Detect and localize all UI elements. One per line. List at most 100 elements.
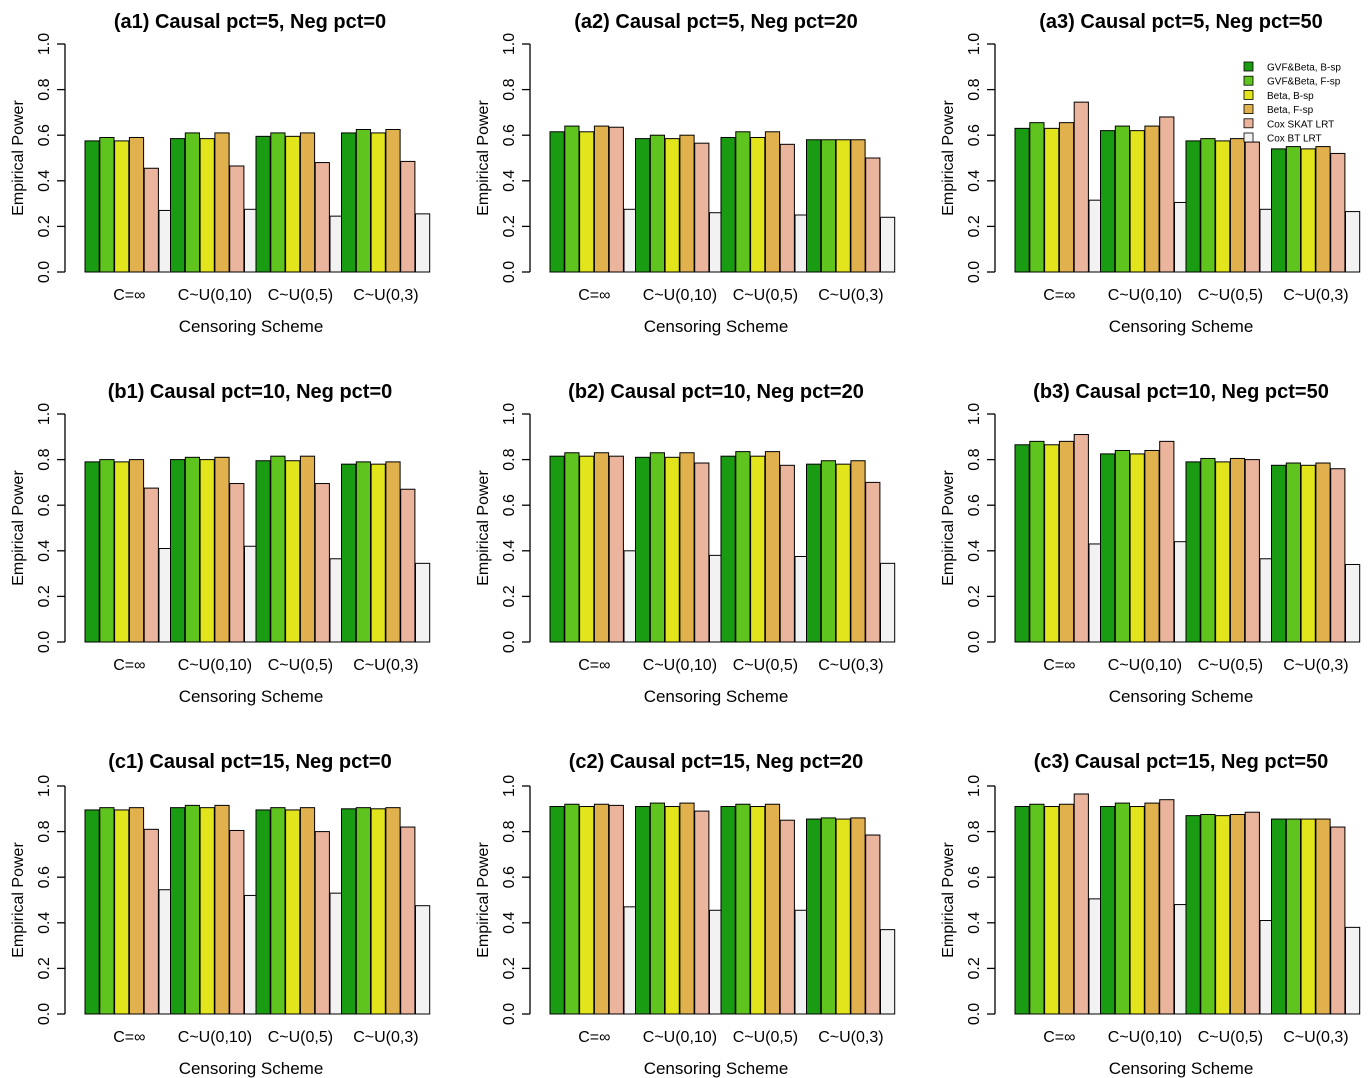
bar: [385, 807, 401, 1015]
bar: [679, 802, 695, 1015]
bar: [1285, 462, 1302, 643]
bar: [720, 806, 736, 1015]
bar: [270, 455, 286, 643]
x-tick-label: C~U(0,10): [643, 287, 717, 304]
y-tick-label: 0.2: [966, 215, 983, 237]
y-axis-label: Empirical Power: [475, 470, 492, 586]
x-tick-label: C~U(0,5): [1198, 1029, 1263, 1046]
bar: [341, 132, 357, 273]
bar: [635, 456, 651, 643]
bar: [764, 451, 781, 643]
panel-3: (b1) Causal pct=10, Neg pct=0 0.0 0.2 0.4 0.…: [10, 381, 431, 706]
legend-swatch: [1243, 132, 1254, 143]
bar: [1144, 802, 1160, 1015]
legend-swatch: [1243, 75, 1254, 86]
y-tick-label: 0.4: [966, 912, 983, 934]
x-tick-label: C~U(0,3): [353, 287, 418, 304]
y-tick-label: 0.2: [36, 215, 53, 237]
bar: [865, 481, 881, 643]
bar: [114, 461, 130, 643]
bar: [170, 459, 186, 643]
bar: [355, 461, 371, 643]
x-tick-label: C=∞: [578, 1029, 610, 1046]
bar: [1215, 461, 1231, 643]
bar: [170, 138, 186, 273]
bar: [1044, 806, 1060, 1015]
bar: [1014, 444, 1030, 643]
bar: [299, 807, 316, 1015]
x-axis-label: Censoring Scheme: [644, 1059, 789, 1078]
y-axis-label: Empirical Power: [940, 470, 957, 586]
y-tick-label: 0.0: [501, 631, 518, 653]
y-tick-label: 0.4: [501, 912, 518, 934]
bar: [355, 807, 371, 1015]
bar: [1159, 799, 1175, 1015]
y-tick-label: 0.6: [501, 866, 518, 888]
bar: [1029, 122, 1045, 273]
y-axis-label: Empirical Power: [475, 842, 492, 958]
y-tick-label: 0.2: [966, 957, 983, 979]
panel-title: (a3) Causal pct=5, Neg pct=50: [1039, 11, 1322, 33]
y-tick-label: 0.8: [501, 78, 518, 100]
bar: [270, 132, 286, 273]
y-tick-label: 0.4: [501, 540, 518, 562]
bar: [835, 463, 851, 643]
panel-title: (b2) Causal pct=10, Neg pct=20: [568, 381, 864, 403]
bar: [1200, 457, 1216, 643]
bar: [415, 213, 431, 273]
bar: [593, 803, 610, 1015]
bar: [664, 456, 680, 643]
x-tick-label: C~U(0,10): [1108, 1029, 1182, 1046]
y-tick-label: 0.6: [36, 866, 53, 888]
panel-7: (c2) Causal pct=15, Neg pct=20 0.0 0.2 0.4 0…: [475, 751, 896, 1078]
bar: [1058, 122, 1075, 273]
panel-2: (a3) Causal pct=5, Neg pct=50 0.0 0.2 0.4 0.…: [940, 11, 1361, 336]
x-tick-label: C~U(0,10): [1108, 657, 1182, 674]
y-tick-label: 1.0: [966, 403, 983, 425]
bar: [370, 132, 386, 273]
bar: [1215, 815, 1231, 1015]
x-tick-label: C~U(0,3): [818, 287, 883, 304]
bar: [1014, 127, 1030, 273]
bar: [635, 806, 651, 1015]
panel-6: (c1) Causal pct=15, Neg pct=0 0.0 0.2 0.4 0.…: [10, 751, 431, 1078]
bar: [1073, 101, 1089, 273]
bar: [1144, 449, 1160, 643]
panel-title: (c2) Causal pct=15, Neg pct=20: [569, 751, 864, 773]
bar: [649, 452, 665, 643]
bar: [1315, 146, 1331, 273]
bar: [214, 456, 230, 643]
bar: [1144, 125, 1160, 273]
panel-title: (a1) Causal pct=5, Neg pct=0: [114, 11, 386, 33]
y-tick-label: 0.4: [966, 170, 983, 192]
bar: [593, 452, 610, 643]
x-tick-label: C=∞: [1043, 1029, 1075, 1046]
bar: [735, 131, 751, 273]
x-tick-label: C=∞: [578, 287, 610, 304]
bar: [579, 131, 595, 273]
bar: [564, 803, 580, 1015]
bar: [865, 157, 881, 273]
bar: [850, 460, 866, 643]
bar: [850, 817, 866, 1015]
bar: [299, 132, 316, 273]
x-tick-label: C~U(0,5): [733, 657, 798, 674]
bar: [1129, 130, 1145, 273]
bar: [214, 132, 230, 273]
bar: [1044, 127, 1060, 273]
bar: [199, 459, 215, 643]
legend-entry: Beta, F-sp: [1267, 105, 1314, 116]
bar: [1244, 459, 1260, 643]
y-tick-label: 0.6: [966, 494, 983, 516]
y-tick-label: 0.2: [36, 957, 53, 979]
bar: [400, 826, 416, 1015]
bar: [880, 929, 896, 1015]
y-tick-label: 1.0: [36, 775, 53, 797]
x-tick-label: C~U(0,5): [733, 287, 798, 304]
bar: [649, 134, 665, 273]
bar: [679, 452, 695, 643]
bar: [1100, 130, 1116, 273]
bar: [1300, 148, 1316, 273]
y-tick-label: 1.0: [36, 403, 53, 425]
bar: [285, 135, 301, 273]
